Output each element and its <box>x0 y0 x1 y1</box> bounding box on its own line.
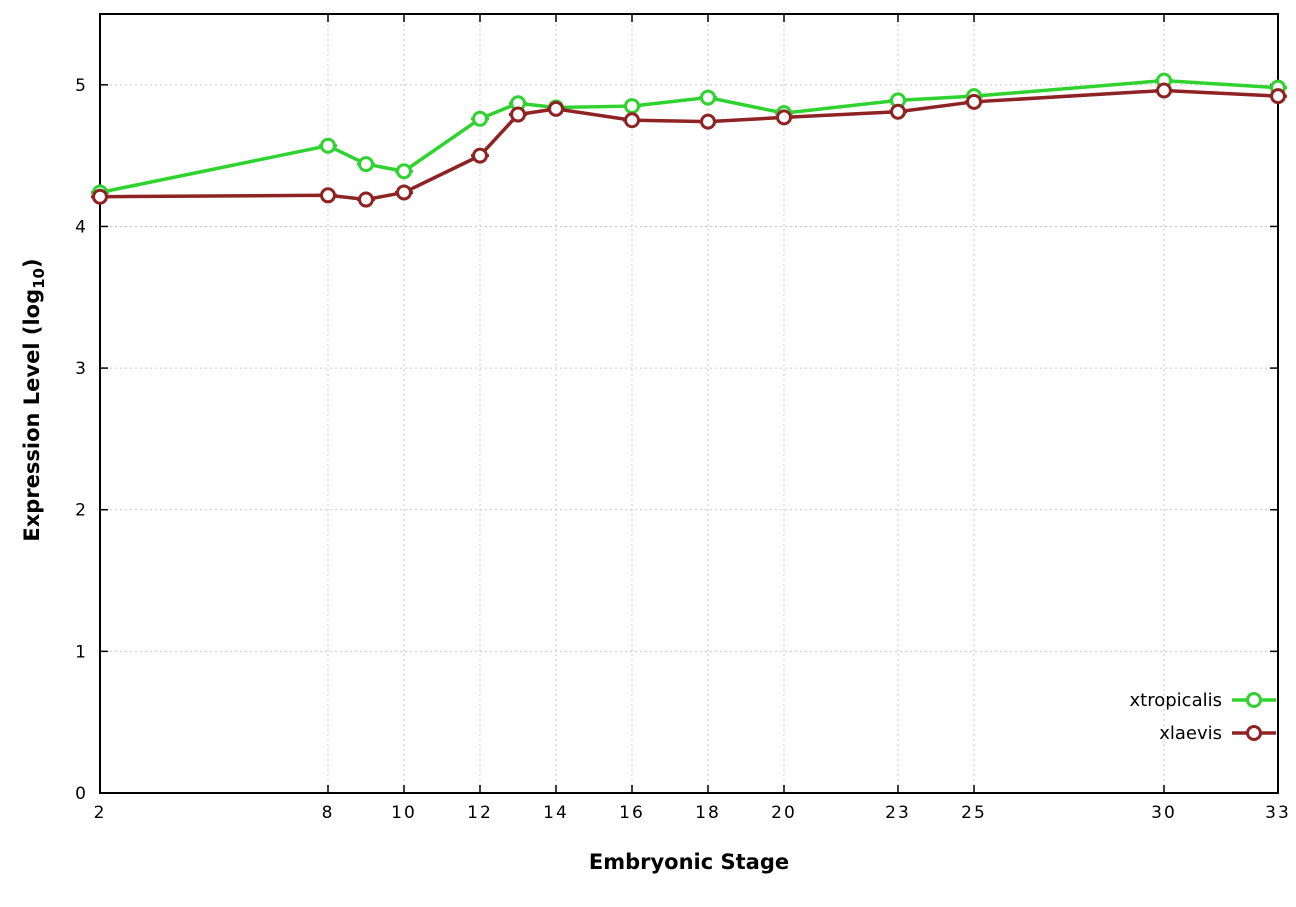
series-line-xtropicalis <box>99 78 1279 195</box>
x-tick-label: 20 <box>771 803 797 823</box>
legend-sample-point-xlaevis <box>1246 725 1262 741</box>
data-point-xlaevis <box>472 147 488 164</box>
data-point-xlaevis <box>510 106 526 123</box>
data-point-xtropicalis <box>700 89 716 106</box>
legend-label-xlaevis: xlaevis <box>1159 723 1222 744</box>
legend-label-xtropicalis: xtropicalis <box>1130 690 1222 711</box>
data-point-xlaevis <box>1156 82 1172 99</box>
x-tick-label: 8 <box>322 803 335 823</box>
y-tick-label: 1 <box>75 642 88 662</box>
x-tick-label: 23 <box>885 803 911 823</box>
x-tick-label: 10 <box>391 803 417 823</box>
data-point-xtropicalis <box>320 137 336 154</box>
data-point-xlaevis <box>1270 88 1286 105</box>
data-point-xlaevis <box>320 187 336 204</box>
data-point-xtropicalis <box>472 110 488 127</box>
y-tick-label: 0 <box>75 784 88 804</box>
data-point-xlaevis <box>92 188 108 205</box>
data-point-xtropicalis <box>624 98 640 115</box>
x-tick-label: 33 <box>1265 803 1291 823</box>
y-axis-label: Expression Level (log10) <box>20 258 48 541</box>
x-tick-label: 18 <box>695 803 721 823</box>
data-point-xlaevis <box>700 113 716 130</box>
y-axis-label-subscript: 10 <box>30 268 49 289</box>
x-tick-label: 14 <box>543 803 569 823</box>
data-point-xlaevis <box>966 93 982 110</box>
legend-sample-point-xtropicalis <box>1246 692 1262 708</box>
series-line-xlaevis <box>99 88 1279 202</box>
data-point-xlaevis <box>890 103 906 120</box>
y-tick-label: 3 <box>75 359 88 379</box>
y-axis-label-text: Expression Level (log <box>19 288 44 542</box>
data-point-xtropicalis <box>396 163 412 180</box>
data-point-xlaevis <box>548 100 564 117</box>
x-axis-label: Embryonic Stage <box>588 850 790 874</box>
x-tick-label: 25 <box>961 803 987 823</box>
data-point-xlaevis <box>358 191 374 208</box>
x-tick-label: 2 <box>94 803 107 823</box>
data-point-xlaevis <box>624 112 640 129</box>
y-tick-label: 2 <box>75 501 88 521</box>
data-point-xlaevis <box>396 184 412 201</box>
plot-border <box>99 13 1279 794</box>
y-axis-label-suffix: ) <box>19 258 44 268</box>
data-point-xlaevis <box>776 109 792 126</box>
x-tick-label: 16 <box>619 803 645 823</box>
x-tick-label: 12 <box>467 803 493 823</box>
y-tick-label: 5 <box>75 76 88 96</box>
data-point-xtropicalis <box>358 156 374 173</box>
x-tick-label: 30 <box>1151 803 1177 823</box>
y-tick-label: 4 <box>75 217 88 237</box>
